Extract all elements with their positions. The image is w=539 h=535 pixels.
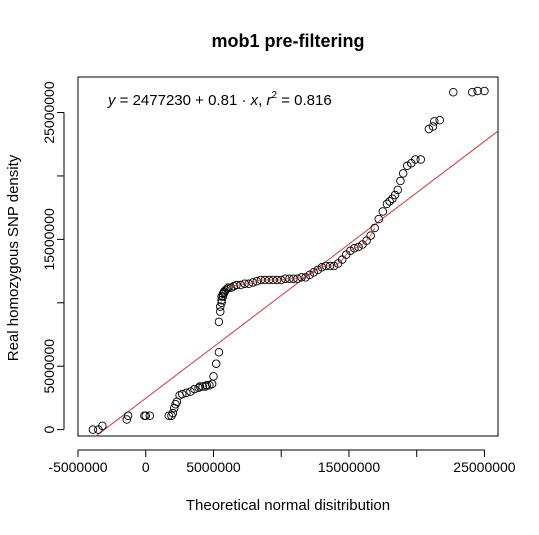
x-tick-label: 25000000 — [453, 459, 516, 475]
points-layer — [88, 86, 489, 434]
data-point — [122, 415, 132, 424]
data-point — [346, 246, 355, 256]
data-point — [248, 278, 258, 287]
data-point — [186, 387, 195, 396]
data-point — [178, 389, 187, 399]
data-point — [252, 276, 262, 286]
data-point — [217, 298, 226, 308]
data-point — [430, 117, 439, 126]
y-tick-label: 15000000 — [41, 208, 57, 271]
data-point — [164, 411, 174, 420]
data-point — [362, 236, 371, 245]
x-axis-label: Theoretical normal disitribution — [186, 497, 390, 514]
plot-frame — [77, 76, 499, 437]
equation-r-symbol: r — [266, 92, 272, 109]
data-point — [214, 348, 224, 357]
y-tick-label: 25000000 — [41, 81, 57, 144]
data-point — [309, 268, 318, 277]
data-point — [424, 124, 434, 134]
regression-equation: y = 2477230 + 0.81 · x, r2 = 0.816 — [107, 90, 332, 109]
data-point — [337, 255, 347, 264]
data-point — [167, 411, 176, 420]
y-axis: 0 5000000 15000000 25000000 — [41, 81, 65, 434]
data-point — [317, 263, 327, 272]
data-point — [168, 408, 178, 418]
data-point — [378, 207, 388, 216]
x-tick-label: 0 — [142, 459, 150, 475]
x-tick-label: 15000000 — [318, 459, 381, 475]
regression-line — [95, 130, 498, 436]
regression-layer — [95, 130, 498, 436]
data-point — [398, 169, 408, 178]
data-point — [350, 244, 359, 253]
data-point — [88, 425, 98, 434]
equation-r-value: = 0.816 — [277, 92, 332, 109]
data-point — [123, 411, 133, 420]
data-point — [194, 383, 203, 393]
data-point — [435, 115, 444, 125]
data-point — [211, 359, 221, 368]
equation-y-symbol: y — [107, 92, 117, 109]
data-point — [195, 382, 205, 391]
data-point — [141, 411, 150, 420]
data-point — [202, 381, 211, 390]
data-point — [428, 122, 438, 131]
x-tick-label: 5000000 — [186, 459, 241, 475]
data-point — [198, 382, 207, 391]
equation-intercept-slope: = 2477230 + 0.81 · — [116, 92, 251, 109]
data-point — [305, 270, 314, 280]
x-axis: -5000000 0 5000000 15000000 25000000 — [48, 449, 516, 475]
data-point — [182, 388, 191, 398]
data-point — [480, 86, 489, 96]
data-point — [190, 384, 199, 394]
data-point — [221, 285, 230, 295]
data-point — [98, 421, 107, 431]
data-point — [385, 197, 394, 206]
data-point — [313, 265, 323, 275]
data-point — [145, 411, 155, 420]
data-point — [468, 87, 477, 97]
data-point — [416, 155, 426, 164]
data-point — [374, 214, 384, 224]
y-tick-label: 5000000 — [41, 339, 57, 394]
data-point — [396, 176, 405, 186]
data-point — [354, 242, 363, 252]
x-tick-label: -5000000 — [48, 459, 107, 475]
fit-overlay-layer — [226, 227, 376, 290]
data-point — [402, 161, 412, 171]
data-point — [216, 302, 225, 311]
equation-separator: , — [258, 92, 266, 109]
data-point — [449, 87, 458, 97]
data-point — [214, 317, 224, 327]
data-point — [473, 86, 482, 96]
data-point — [393, 185, 402, 195]
equation-x-symbol: x — [250, 92, 259, 109]
data-point — [207, 379, 217, 389]
y-axis-label: Real homozygous SNP density — [5, 154, 22, 361]
data-point — [366, 231, 375, 240]
data-point — [382, 199, 392, 209]
data-point — [390, 190, 400, 200]
fitted-curve-overlay — [226, 227, 376, 290]
data-point — [209, 372, 218, 381]
y-tick-label: 0 — [41, 426, 57, 434]
data-point — [216, 307, 225, 316]
data-point — [411, 155, 420, 164]
chart-title: mob1 pre-filtering — [211, 31, 364, 51]
data-point — [217, 296, 226, 305]
data-point — [171, 400, 180, 409]
data-point — [370, 223, 379, 233]
equation-r-exponent: 2 — [271, 90, 277, 101]
